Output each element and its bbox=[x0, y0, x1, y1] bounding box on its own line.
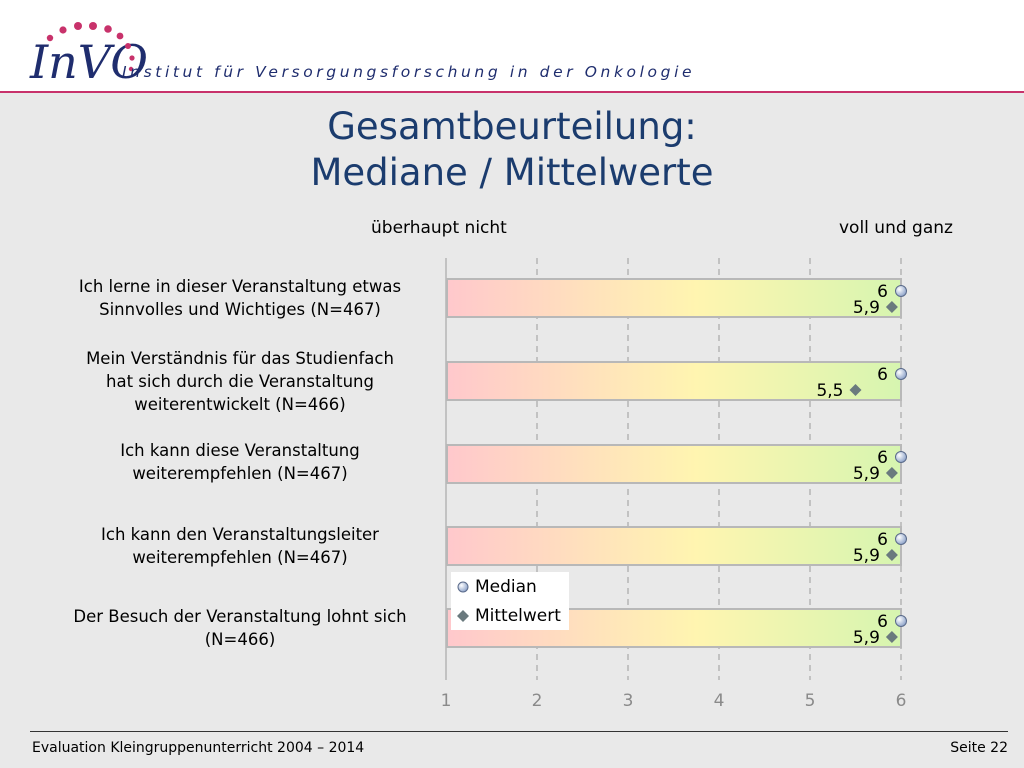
category-label-1: Ich lerne in dieser Veranstaltung etwas S… bbox=[40, 275, 440, 321]
mean-marker-2 bbox=[849, 384, 862, 396]
mean-value-label-1: 5,9 bbox=[853, 298, 880, 318]
mean-value-label-2: 5,5 bbox=[816, 381, 843, 401]
x-axis-ticks: 1 2 3 4 5 6 bbox=[441, 691, 907, 711]
category-label-line: (N=466) bbox=[204, 630, 276, 649]
title-line-2: Mediane / Mittelwerte bbox=[310, 151, 714, 194]
x-tick-label-6: 6 bbox=[896, 691, 907, 711]
x-tick-label-2: 2 bbox=[532, 691, 543, 711]
median-value-label-1: 6 bbox=[877, 282, 888, 302]
page-title: Gesamtbeurteilung: Mediane / Mittelwerte bbox=[0, 104, 1024, 196]
scale-right-label: voll und ganz bbox=[839, 218, 953, 238]
median-marker-2 bbox=[895, 368, 907, 380]
median-marker-3 bbox=[895, 451, 907, 463]
category-label-5: Der Besuch der Veranstaltung lohnt sich (… bbox=[40, 605, 440, 651]
mean-marker-5 bbox=[885, 631, 898, 643]
legend-mean-label: Mittelwert bbox=[475, 606, 561, 626]
footer-title: Evaluation Kleingruppenunterricht 2004 –… bbox=[32, 740, 365, 756]
title-line-1: Gesamtbeurteilung: bbox=[327, 105, 697, 148]
category-label-line: Der Besuch der Veranstaltung lohnt sich bbox=[73, 607, 407, 626]
x-tick-label-4: 4 bbox=[714, 691, 725, 711]
median-value-label-3: 6 bbox=[877, 448, 888, 468]
category-label-line: Mein Verständnis für das Studienfach bbox=[86, 348, 394, 368]
category-label-line: Ich kann den Veranstaltungsleiter bbox=[101, 525, 379, 544]
mean-marker-icon bbox=[457, 610, 469, 622]
mean-marker-4 bbox=[885, 549, 898, 561]
logo-tagline: Institut für Versorgungsforschung in der… bbox=[122, 63, 696, 81]
legend: Median Mittelwert bbox=[451, 572, 569, 630]
scale-left-label: überhaupt nicht bbox=[371, 218, 507, 238]
median-marker-4 bbox=[895, 533, 907, 545]
category-label-line: hat sich durch die Veranstaltung bbox=[106, 371, 374, 391]
mean-marker-1 bbox=[885, 301, 898, 313]
mean-value-label-4: 5,9 bbox=[853, 546, 880, 566]
footer-divider bbox=[30, 731, 1008, 732]
median-value-label-4: 6 bbox=[877, 530, 888, 550]
bar-row-3 bbox=[446, 444, 902, 484]
category-label-3: Ich kann diese Veranstaltung weiterempfeh… bbox=[40, 439, 440, 485]
bar-row-1 bbox=[446, 278, 902, 318]
legend-median-label: Median bbox=[475, 577, 537, 597]
markers: 65,965,565,965,965,9 bbox=[816, 282, 907, 648]
category-label-line: Ich kann diese Veranstaltung bbox=[120, 441, 360, 460]
category-label-line: weiterempfehlen (N=467) bbox=[132, 548, 348, 567]
legend-item-mean: Mittelwert bbox=[457, 604, 561, 628]
bar-row-2 bbox=[446, 361, 902, 401]
category-label-line: Ich lerne in dieser Veranstaltung etwas bbox=[78, 277, 402, 296]
x-tick-label-3: 3 bbox=[623, 691, 634, 711]
header-divider bbox=[0, 91, 1024, 93]
legend-item-median: Median bbox=[457, 575, 537, 599]
x-tick-label-1: 1 bbox=[441, 691, 452, 711]
mean-value-label-5: 5,9 bbox=[853, 628, 880, 648]
category-label-line: weiterempfehlen (N=467) bbox=[132, 464, 348, 483]
category-label-line: weiterentwickelt (N=466) bbox=[134, 394, 346, 414]
median-marker-5 bbox=[895, 615, 907, 627]
median-value-label-2: 6 bbox=[877, 365, 888, 385]
page-number: Seite 22 bbox=[950, 740, 1008, 756]
header: InVO Institut für Versorgungsforschung i… bbox=[0, 0, 1024, 92]
median-marker-icon bbox=[457, 581, 469, 593]
x-tick-label-5: 5 bbox=[805, 691, 816, 711]
bar-row-4 bbox=[446, 526, 902, 566]
logo-dots-arc bbox=[46, 22, 135, 72]
category-label-2: Mein Verständnis für das Studienfach hat … bbox=[40, 347, 440, 416]
invo-logo: InVO bbox=[29, 22, 148, 88]
mean-value-label-3: 5,9 bbox=[853, 464, 880, 484]
mean-marker-3 bbox=[885, 467, 898, 479]
median-marker-1 bbox=[895, 285, 907, 297]
median-value-label-5: 6 bbox=[877, 612, 888, 632]
category-label-4: Ich kann den Veranstaltungsleiter weitere… bbox=[40, 523, 440, 569]
category-label-line: Sinnvolles und Wichtiges (N=467) bbox=[99, 300, 381, 319]
